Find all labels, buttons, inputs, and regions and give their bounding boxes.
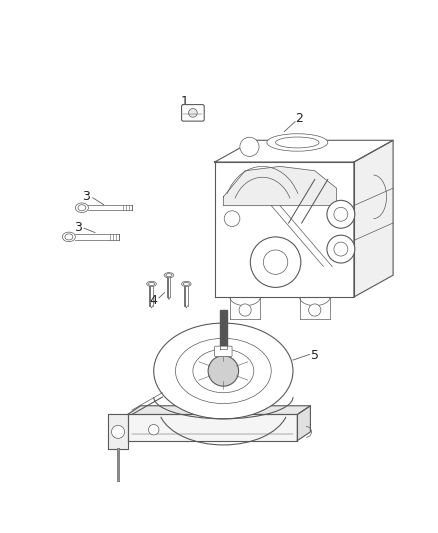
Ellipse shape — [182, 281, 191, 287]
Circle shape — [327, 200, 355, 228]
Polygon shape — [127, 406, 311, 415]
Circle shape — [334, 242, 348, 256]
Text: 2: 2 — [296, 112, 304, 125]
Polygon shape — [108, 415, 127, 449]
Ellipse shape — [184, 282, 189, 286]
Circle shape — [188, 109, 197, 117]
Polygon shape — [354, 140, 393, 297]
Circle shape — [251, 237, 301, 287]
Ellipse shape — [166, 273, 172, 277]
Ellipse shape — [62, 232, 75, 241]
Text: 4: 4 — [150, 294, 158, 307]
Circle shape — [148, 424, 159, 435]
Ellipse shape — [193, 349, 254, 393]
Ellipse shape — [267, 134, 328, 151]
Circle shape — [334, 207, 348, 221]
Polygon shape — [127, 415, 297, 441]
Circle shape — [224, 211, 240, 227]
Circle shape — [309, 304, 321, 316]
Text: 5: 5 — [311, 349, 319, 362]
Text: 1: 1 — [180, 95, 188, 108]
Ellipse shape — [164, 272, 174, 278]
Circle shape — [239, 304, 251, 316]
Polygon shape — [215, 140, 393, 162]
Circle shape — [240, 137, 259, 156]
Ellipse shape — [148, 282, 155, 286]
Polygon shape — [223, 166, 336, 206]
FancyBboxPatch shape — [215, 346, 232, 357]
Ellipse shape — [65, 234, 73, 240]
FancyBboxPatch shape — [182, 104, 204, 121]
Circle shape — [263, 250, 288, 274]
Text: 3: 3 — [74, 221, 81, 234]
Ellipse shape — [78, 205, 86, 211]
Circle shape — [112, 425, 124, 439]
Ellipse shape — [276, 137, 319, 148]
Ellipse shape — [75, 203, 88, 213]
Polygon shape — [297, 406, 311, 441]
Ellipse shape — [154, 323, 293, 419]
Ellipse shape — [147, 281, 156, 287]
Circle shape — [327, 235, 355, 263]
Ellipse shape — [176, 338, 271, 403]
Text: 3: 3 — [82, 190, 90, 204]
Polygon shape — [220, 310, 227, 349]
Circle shape — [208, 356, 239, 386]
